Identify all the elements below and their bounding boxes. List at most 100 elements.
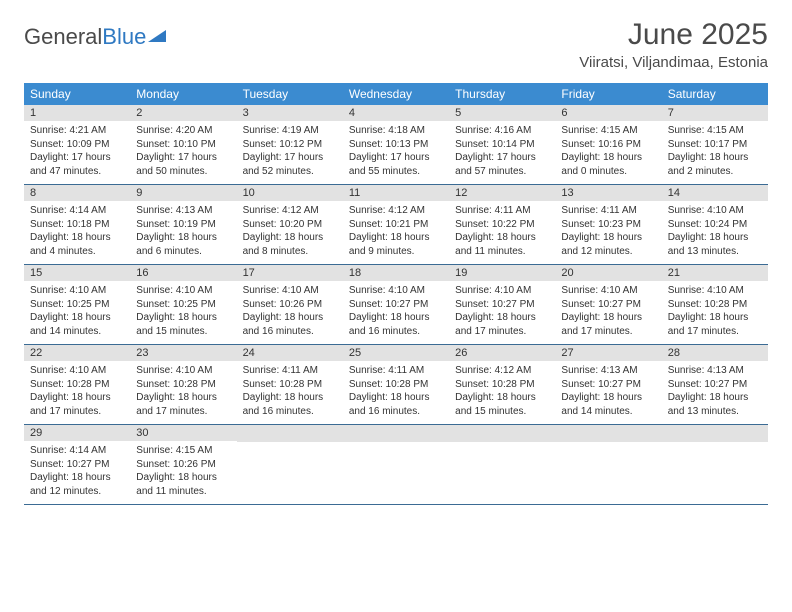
sunset-line: Sunset: 10:27 PM (455, 298, 549, 312)
day-number: 1 (24, 105, 130, 121)
day-body: Sunrise: 4:11 AMSunset: 10:23 PMDaylight… (555, 201, 661, 264)
day-body: Sunrise: 4:15 AMSunset: 10:16 PMDaylight… (555, 121, 661, 184)
sunrise-line: Sunrise: 4:12 AM (349, 204, 443, 218)
day-cell: 29Sunrise: 4:14 AMSunset: 10:27 PMDaylig… (24, 425, 130, 504)
day-number (662, 425, 768, 442)
day-cell: 27Sunrise: 4:13 AMSunset: 10:27 PMDaylig… (555, 345, 661, 424)
day-body: Sunrise: 4:10 AMSunset: 10:27 PMDaylight… (449, 281, 555, 344)
daylight-line: Daylight: 18 hours and 11 minutes. (455, 231, 549, 258)
day-number: 24 (237, 345, 343, 361)
daylight-line: Daylight: 18 hours and 16 minutes. (243, 391, 337, 418)
sunrise-line: Sunrise: 4:10 AM (136, 284, 230, 298)
sunrise-line: Sunrise: 4:19 AM (243, 124, 337, 138)
daylight-line: Daylight: 18 hours and 8 minutes. (243, 231, 337, 258)
sunrise-line: Sunrise: 4:11 AM (561, 204, 655, 218)
day-number (555, 425, 661, 442)
day-number: 25 (343, 345, 449, 361)
daylight-line: Daylight: 17 hours and 50 minutes. (136, 151, 230, 178)
day-cell: 28Sunrise: 4:13 AMSunset: 10:27 PMDaylig… (662, 345, 768, 424)
daylight-line: Daylight: 18 hours and 16 minutes. (349, 391, 443, 418)
calendar: SundayMondayTuesdayWednesdayThursdayFrid… (24, 83, 768, 505)
day-number: 7 (662, 105, 768, 121)
location: Viiratsi, Viljandimaa, Estonia (579, 54, 768, 71)
daylight-line: Daylight: 18 hours and 4 minutes. (30, 231, 124, 258)
sunrise-line: Sunrise: 4:13 AM (668, 364, 762, 378)
day-body: Sunrise: 4:14 AMSunset: 10:27 PMDaylight… (24, 441, 130, 504)
day-number: 5 (449, 105, 555, 121)
daylight-line: Daylight: 18 hours and 16 minutes. (349, 311, 443, 338)
sunset-line: Sunset: 10:28 PM (30, 378, 124, 392)
day-cell (237, 425, 343, 504)
day-body: Sunrise: 4:10 AMSunset: 10:24 PMDaylight… (662, 201, 768, 264)
sunrise-line: Sunrise: 4:15 AM (561, 124, 655, 138)
sunset-line: Sunset: 10:14 PM (455, 138, 549, 152)
sunrise-line: Sunrise: 4:15 AM (136, 444, 230, 458)
day-number (237, 425, 343, 442)
day-body: Sunrise: 4:21 AMSunset: 10:09 PMDaylight… (24, 121, 130, 184)
title-block: June 2025 Viiratsi, Viljandimaa, Estonia (579, 18, 768, 79)
daylight-line: Daylight: 18 hours and 12 minutes. (561, 231, 655, 258)
sunrise-line: Sunrise: 4:10 AM (561, 284, 655, 298)
day-cell (449, 425, 555, 504)
day-body: Sunrise: 4:18 AMSunset: 10:13 PMDaylight… (343, 121, 449, 184)
sunset-line: Sunset: 10:28 PM (243, 378, 337, 392)
sunset-line: Sunset: 10:24 PM (668, 218, 762, 232)
day-cell (662, 425, 768, 504)
day-number: 3 (237, 105, 343, 121)
day-cell: 7Sunrise: 4:15 AMSunset: 10:17 PMDayligh… (662, 105, 768, 184)
day-body: Sunrise: 4:10 AMSunset: 10:25 PMDaylight… (24, 281, 130, 344)
day-cell: 26Sunrise: 4:12 AMSunset: 10:28 PMDaylig… (449, 345, 555, 424)
sunset-line: Sunset: 10:28 PM (455, 378, 549, 392)
sunset-line: Sunset: 10:09 PM (30, 138, 124, 152)
day-cell: 4Sunrise: 4:18 AMSunset: 10:13 PMDayligh… (343, 105, 449, 184)
day-number: 12 (449, 185, 555, 201)
day-body: Sunrise: 4:13 AMSunset: 10:27 PMDaylight… (555, 361, 661, 424)
day-cell: 18Sunrise: 4:10 AMSunset: 10:27 PMDaylig… (343, 265, 449, 344)
day-cell: 21Sunrise: 4:10 AMSunset: 10:28 PMDaylig… (662, 265, 768, 344)
weekday-header: Friday (555, 83, 661, 105)
daylight-line: Daylight: 18 hours and 2 minutes. (668, 151, 762, 178)
sunset-line: Sunset: 10:28 PM (136, 378, 230, 392)
day-body: Sunrise: 4:16 AMSunset: 10:14 PMDaylight… (449, 121, 555, 184)
day-body: Sunrise: 4:20 AMSunset: 10:10 PMDaylight… (130, 121, 236, 184)
daylight-line: Daylight: 18 hours and 17 minutes. (668, 311, 762, 338)
daylight-line: Daylight: 18 hours and 14 minutes. (30, 311, 124, 338)
day-cell: 24Sunrise: 4:11 AMSunset: 10:28 PMDaylig… (237, 345, 343, 424)
sunrise-line: Sunrise: 4:13 AM (136, 204, 230, 218)
daylight-line: Daylight: 18 hours and 16 minutes. (243, 311, 337, 338)
logo-text-blue: Blue (102, 24, 146, 50)
day-body: Sunrise: 4:12 AMSunset: 10:20 PMDaylight… (237, 201, 343, 264)
daylight-line: Daylight: 18 hours and 9 minutes. (349, 231, 443, 258)
sunset-line: Sunset: 10:25 PM (136, 298, 230, 312)
day-number: 19 (449, 265, 555, 281)
day-body: Sunrise: 4:15 AMSunset: 10:26 PMDaylight… (130, 441, 236, 504)
weekday-header: Saturday (662, 83, 768, 105)
day-cell: 16Sunrise: 4:10 AMSunset: 10:25 PMDaylig… (130, 265, 236, 344)
weekday-header: Sunday (24, 83, 130, 105)
day-number: 20 (555, 265, 661, 281)
daylight-line: Daylight: 18 hours and 13 minutes. (668, 231, 762, 258)
day-cell (343, 425, 449, 504)
daylight-line: Daylight: 17 hours and 52 minutes. (243, 151, 337, 178)
daylight-line: Daylight: 18 hours and 17 minutes. (30, 391, 124, 418)
sunrise-line: Sunrise: 4:10 AM (243, 284, 337, 298)
sunset-line: Sunset: 10:13 PM (349, 138, 443, 152)
day-body: Sunrise: 4:11 AMSunset: 10:22 PMDaylight… (449, 201, 555, 264)
logo-text-dark: General (24, 24, 102, 50)
sunrise-line: Sunrise: 4:14 AM (30, 444, 124, 458)
day-cell: 20Sunrise: 4:10 AMSunset: 10:27 PMDaylig… (555, 265, 661, 344)
sunrise-line: Sunrise: 4:10 AM (668, 284, 762, 298)
sunrise-line: Sunrise: 4:10 AM (136, 364, 230, 378)
day-number: 14 (662, 185, 768, 201)
day-body: Sunrise: 4:10 AMSunset: 10:28 PMDaylight… (130, 361, 236, 424)
day-body: Sunrise: 4:12 AMSunset: 10:21 PMDaylight… (343, 201, 449, 264)
day-number: 18 (343, 265, 449, 281)
day-body: Sunrise: 4:13 AMSunset: 10:19 PMDaylight… (130, 201, 236, 264)
daylight-line: Daylight: 17 hours and 55 minutes. (349, 151, 443, 178)
daylight-line: Daylight: 18 hours and 15 minutes. (136, 311, 230, 338)
sunset-line: Sunset: 10:19 PM (136, 218, 230, 232)
sunset-line: Sunset: 10:20 PM (243, 218, 337, 232)
sunset-line: Sunset: 10:25 PM (30, 298, 124, 312)
day-cell: 12Sunrise: 4:11 AMSunset: 10:22 PMDaylig… (449, 185, 555, 264)
weekday-header: Tuesday (237, 83, 343, 105)
